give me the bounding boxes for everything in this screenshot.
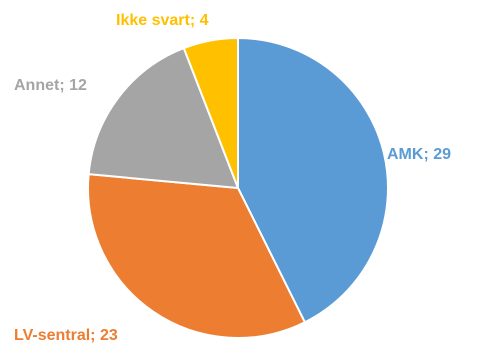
data-label-ikke-svart: Ikke svart; 4 (116, 12, 209, 29)
pie-slice-lv-sentral (87, 173, 306, 339)
pie-slice-ikke-svart (182, 37, 239, 189)
data-label-amk: AMK; 29 (387, 146, 451, 163)
pie-slices (87, 37, 389, 339)
data-label-lv-sentral: LV-sentral; 23 (14, 327, 118, 344)
data-labels: AMK; 29 LV-sentral; 23 Annet; 12 Ikke sv… (14, 12, 451, 344)
pie-slice-annet (87, 47, 239, 189)
pie-slice-amk (237, 37, 389, 324)
data-label-annet: Annet; 12 (14, 77, 87, 94)
